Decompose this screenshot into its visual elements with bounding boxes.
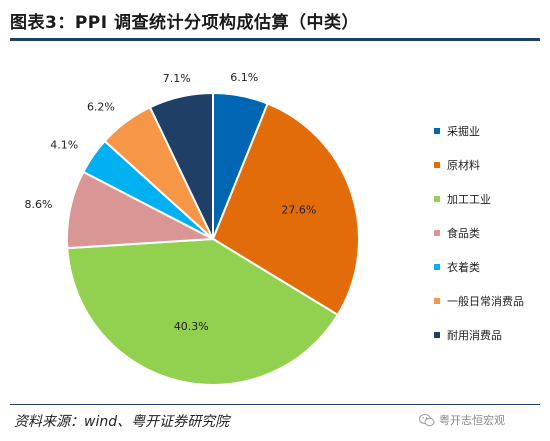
- pie-slice-2: [211, 102, 360, 317]
- data-label-3: 40.3%: [174, 320, 209, 333]
- data-label-4: 8.6%: [25, 198, 53, 211]
- chart-legend: 采掘业原材料加工工业食品类衣着类一般日常消费品 耐用消费品: [434, 114, 544, 352]
- pie-slice-7: [148, 91, 214, 240]
- legend-item-3: 加工工业: [434, 182, 544, 216]
- wechat-icon: [419, 414, 435, 427]
- pie-chart-svg: 6.1% 27.6% 40.3% 8.6% 4.1% 6.2% 7.1%: [25, 71, 360, 386]
- watermark: 粤开志恒宏观: [419, 412, 505, 428]
- legend-label: 衣着类: [447, 261, 480, 274]
- legend-item-5: 衣着类: [434, 250, 544, 284]
- legend-item-1: 采掘业: [434, 114, 544, 148]
- legend-swatch: [434, 264, 440, 270]
- data-label-6: 6.2%: [87, 101, 115, 114]
- legend-label: 食品类: [447, 227, 480, 240]
- chart-title: 图表3：PPI 调查统计分项构成估算（中类）: [10, 13, 359, 33]
- legend-item-4: 食品类: [434, 216, 544, 250]
- pie-slice-3: [66, 237, 340, 386]
- legend-swatch: [434, 298, 440, 304]
- data-label-1: 6.1%: [230, 71, 258, 84]
- legend-swatch: [434, 196, 440, 202]
- legend-label: 加工工业: [447, 193, 491, 206]
- legend-swatch: [434, 128, 440, 134]
- legend-item-2: 原材料: [434, 148, 544, 182]
- legend-label: 原材料: [447, 159, 480, 172]
- data-label-5: 4.1%: [50, 139, 78, 152]
- legend-label: 一般日常消费品: [447, 295, 524, 308]
- legend-item-7: 耐用消费品: [434, 318, 544, 352]
- title-divider: [10, 38, 540, 41]
- legend-label: 耐用消费品: [447, 329, 502, 342]
- data-label-7: 7.1%: [163, 72, 191, 85]
- legend-swatch: [434, 332, 440, 338]
- footer-divider: [10, 404, 540, 405]
- data-label-2: 27.6%: [281, 204, 316, 217]
- pie-chart: 6.1% 27.6% 40.3% 8.6% 4.1% 6.2% 7.1% 采掘业原材料加工工…: [10, 48, 540, 400]
- legend-item-6: 一般日常消费品: [434, 284, 544, 318]
- watermark-label: 粤开志恒宏观: [439, 414, 505, 427]
- legend-swatch: [434, 162, 440, 168]
- legend-swatch: [434, 230, 440, 236]
- source-note: 资料来源：wind、粤开证券研究院: [14, 414, 230, 430]
- legend-label: 采掘业: [447, 125, 480, 138]
